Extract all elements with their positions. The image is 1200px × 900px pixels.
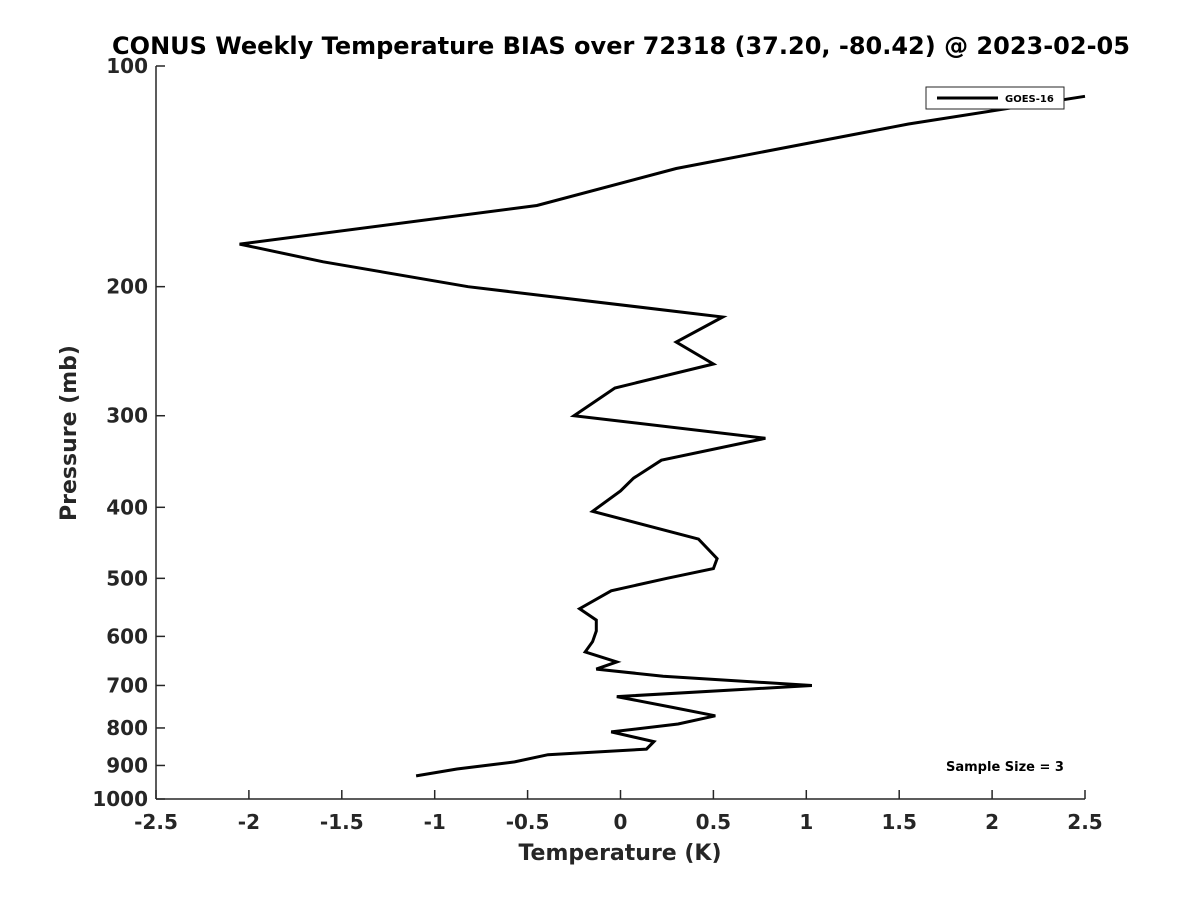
y-tick-label: 700 (106, 673, 148, 697)
x-tick-label: 0.5 (696, 810, 731, 834)
x-tick-label: -1 (424, 810, 446, 834)
x-tick-label: 1.5 (881, 810, 916, 834)
sample-size-annotation: Sample Size = 3 (946, 760, 1064, 775)
x-ticks: -2.5 -2 -1.5 -1 -0.5 0 0.5 1 1.5 2 2.5 (134, 790, 1103, 834)
x-tick-label: 2 (985, 810, 999, 834)
x-tick-label: 2.5 (1067, 810, 1102, 834)
y-tick-label: 400 (106, 495, 148, 519)
legend-entry-goes-16: GOES-16 (1005, 94, 1054, 105)
x-tick-label: 1 (799, 810, 813, 834)
x-tick-label: -2 (238, 810, 260, 834)
y-tick-label: 100 (106, 54, 148, 78)
x-tick-label: -2.5 (134, 810, 178, 834)
y-tick-label: 500 (106, 566, 148, 590)
x-axis-label: Temperature (K) (518, 841, 721, 866)
y-tick-label: 600 (106, 624, 148, 648)
y-tick-label: 900 (106, 753, 148, 777)
x-tick-label: -1.5 (320, 810, 364, 834)
y-tick-label: 300 (106, 404, 148, 428)
y-axis-label: Pressure (mb) (57, 345, 82, 521)
chart-title: CONUS Weekly Temperature BIAS over 72318… (112, 32, 1130, 60)
series-line-goes-16 (239, 94, 1086, 778)
legend: GOES-16 (925, 86, 1065, 110)
x-tick-label: -0.5 (506, 810, 550, 834)
y-tick-label: 800 (106, 716, 148, 740)
x-tick-label: 0 (614, 810, 628, 834)
y-ticks: 100 200 300 400 500 600 700 800 900 1000 (92, 54, 165, 811)
y-tick-label: 200 (106, 275, 148, 299)
y-tick-label: 1000 (92, 787, 148, 811)
